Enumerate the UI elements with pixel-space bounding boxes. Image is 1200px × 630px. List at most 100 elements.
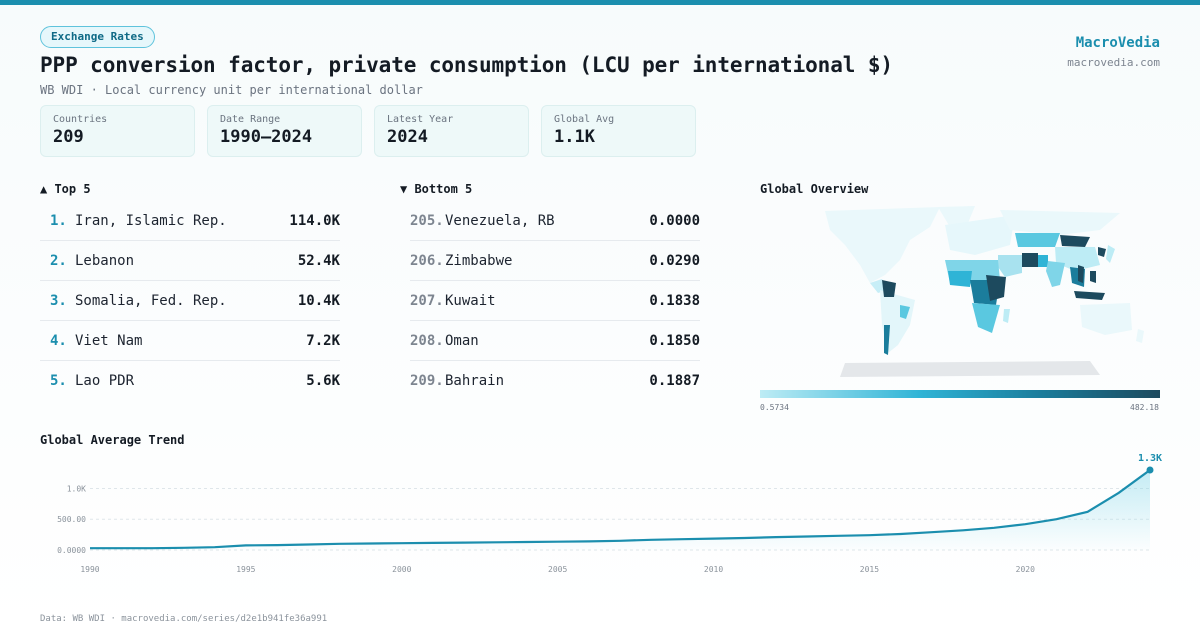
- list-item[interactable]: 206. Zimbabwe 0.0290: [410, 241, 700, 281]
- country-value: 0.1838: [649, 292, 700, 309]
- map-color-scale: [760, 390, 1160, 398]
- top5-list: 1. Iran, Islamic Rep. 114.0K 2. Lebanon …: [40, 201, 340, 401]
- trend-area: [90, 470, 1150, 550]
- stat-card-latest-year: Latest Year 2024: [374, 105, 529, 157]
- list-item[interactable]: 1. Iran, Islamic Rep. 114.0K: [40, 201, 340, 241]
- country-value: 0.1887: [649, 373, 700, 389]
- rank-number: 205.: [410, 212, 444, 229]
- country-name: Iran, Islamic Rep.: [75, 212, 227, 229]
- country-name: Viet Nam: [75, 332, 143, 349]
- global-average-trend-chart[interactable]: 0.0000 500.00 1.0K 1990 1995 2000 2005 2010 2015…: [40, 450, 1170, 580]
- region-new-zealand: [1136, 329, 1144, 343]
- bottom5-title: ▼ Bottom 5: [400, 182, 473, 196]
- region-greenland: [938, 206, 975, 227]
- country-name: Venezuela, RB: [445, 212, 555, 229]
- country-value: 7.2K: [306, 332, 340, 349]
- list-item[interactable]: 5. Lao PDR 5.6K: [40, 361, 340, 401]
- brand-name[interactable]: MacroVedia: [1075, 35, 1160, 51]
- region-philippines: [1090, 271, 1096, 283]
- list-item[interactable]: 208. Oman 0.1850: [410, 321, 700, 361]
- bottom5-list: 205. Venezuela, RB 0.0000 206. Zimbabwe …: [410, 201, 700, 401]
- brand-url[interactable]: macrovedia.com: [1067, 56, 1160, 69]
- rank-number: 2.: [50, 252, 67, 269]
- region-korea: [1098, 247, 1106, 257]
- top5-title: ▲ Top 5: [40, 182, 91, 196]
- country-name: Bahrain: [445, 373, 505, 389]
- region-vietnam: [1078, 265, 1084, 283]
- country-name: Oman: [445, 332, 479, 349]
- country-name: Kuwait: [445, 292, 496, 309]
- rank-number: 4.: [50, 332, 67, 349]
- region-paraguay: [900, 305, 910, 319]
- x-tick-label: 2010: [704, 565, 723, 574]
- list-item[interactable]: 209. Bahrain 0.1887: [410, 361, 700, 401]
- region-madagascar: [1003, 309, 1010, 323]
- world-choropleth-map[interactable]: [760, 205, 1160, 380]
- legend-max-label: 482.18: [1130, 403, 1159, 412]
- region-north-america: [825, 207, 940, 283]
- source-footer: Data: WB WDI · macrovedia.com/series/d2e…: [40, 614, 328, 624]
- region-kazakhstan: [1015, 233, 1060, 247]
- region-japan: [1106, 245, 1115, 263]
- x-tick-label: 2015: [860, 565, 879, 574]
- list-item[interactable]: 205. Venezuela, RB 0.0000: [410, 201, 700, 241]
- y-tick-label: 500.00: [57, 515, 86, 524]
- x-tick-label: 2005: [548, 565, 567, 574]
- stat-value: 1990–2024: [220, 127, 313, 147]
- region-mongolia: [1060, 235, 1090, 247]
- stat-value: 1.1K: [554, 127, 595, 147]
- region-chile: [884, 325, 890, 355]
- region-middle-east: [998, 255, 1022, 277]
- country-value: 114.0K: [289, 212, 340, 229]
- x-tick-label: 2000: [392, 565, 411, 574]
- trend-line: [90, 469, 1151, 550]
- region-colombia: [882, 280, 896, 297]
- stat-label: Countries: [53, 114, 108, 125]
- page-title: PPP conversion factor, private consumpti…: [40, 53, 893, 77]
- top-accent-bar: [0, 0, 1200, 5]
- list-item[interactable]: 2. Lebanon 52.4K: [40, 241, 340, 281]
- stat-card-countries: Countries 209: [40, 105, 195, 157]
- x-tick-label: 2020: [1016, 565, 1035, 574]
- rank-number: 206.: [410, 252, 444, 269]
- region-europe: [945, 215, 1015, 255]
- stat-card-date-range: Date Range 1990–2024: [207, 105, 362, 157]
- country-name: Lao PDR: [75, 373, 135, 389]
- y-tick-label: 0.0000: [57, 546, 86, 555]
- rank-number: 1.: [50, 212, 67, 229]
- legend-min-label: 0.5734: [760, 403, 789, 412]
- rank-number: 5.: [50, 373, 67, 389]
- stat-label: Latest Year: [387, 114, 454, 125]
- country-value: 52.4K: [297, 252, 340, 269]
- stat-value: 2024: [387, 127, 428, 147]
- country-name: Somalia, Fed. Rep.: [75, 292, 227, 309]
- list-item[interactable]: 3. Somalia, Fed. Rep. 10.4K: [40, 281, 340, 321]
- country-value: 0.1850: [649, 332, 700, 349]
- x-tick-label: 1995: [236, 565, 255, 574]
- region-antarctica: [840, 361, 1100, 377]
- region-china: [1055, 247, 1100, 271]
- region-russia: [1000, 210, 1120, 235]
- region-iran: [1022, 253, 1038, 267]
- country-value: 10.4K: [297, 292, 340, 309]
- country-value: 0.0290: [649, 252, 700, 269]
- rank-number: 209.: [410, 373, 444, 389]
- brand: MacroVedia macrovedia.com: [1067, 35, 1160, 69]
- rank-number: 3.: [50, 292, 67, 309]
- x-tick-label: 1990: [80, 565, 99, 574]
- list-item[interactable]: 4. Viet Nam 7.2K: [40, 321, 340, 361]
- map-title: Global Overview: [760, 182, 869, 196]
- country-value: 5.6K: [306, 373, 340, 389]
- region-south-africa: [972, 303, 1000, 333]
- category-badge[interactable]: Exchange Rates: [40, 26, 155, 48]
- region-india: [1046, 261, 1065, 287]
- region-west-africa: [948, 271, 972, 287]
- rank-number: 207.: [410, 292, 444, 309]
- country-name: Zimbabwe: [445, 252, 513, 269]
- region-indonesia: [1074, 291, 1105, 300]
- stat-card-global-avg: Global Avg 1.1K: [541, 105, 696, 157]
- stat-label: Date Range: [220, 114, 281, 125]
- list-item[interactable]: 207. Kuwait 0.1838: [410, 281, 700, 321]
- region-australia: [1080, 303, 1132, 335]
- stat-value: 209: [53, 127, 84, 147]
